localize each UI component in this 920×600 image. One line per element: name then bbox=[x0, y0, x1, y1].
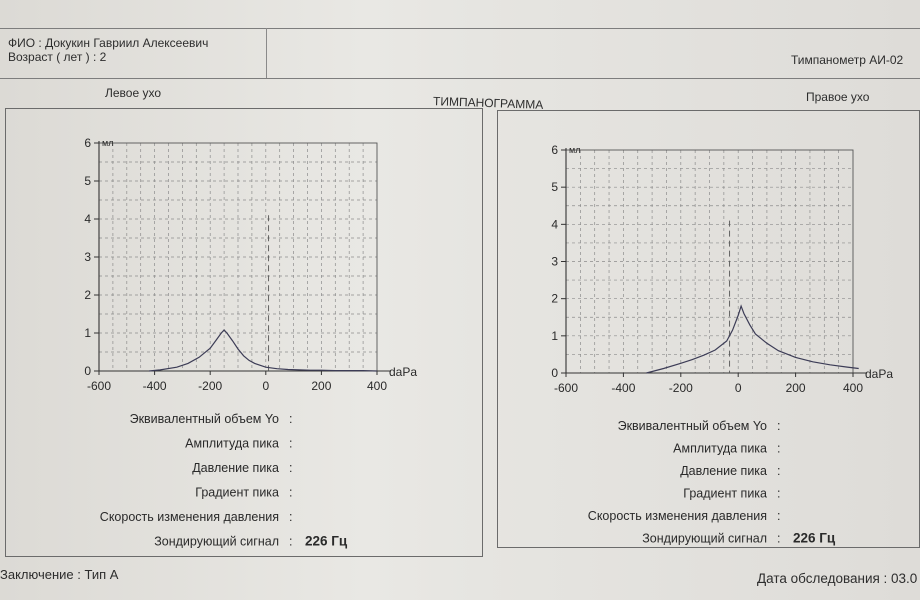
left-series-line bbox=[148, 329, 378, 372]
right-y-tick-label: 6 bbox=[551, 143, 558, 157]
right-y-tick-label: 5 bbox=[551, 180, 558, 194]
right-param-label: Зондирующий сигнал bbox=[642, 532, 767, 546]
right-param-label: Скорость изменения давления bbox=[588, 509, 767, 523]
left-param-label: Скорость изменения давления bbox=[100, 510, 279, 524]
right-x-tick-label: 200 bbox=[786, 381, 806, 395]
right-param-colon: : bbox=[777, 532, 780, 546]
right-ear-panel: 0 1 2 3 4 5 6 -600 -400 -200 0 200 400 мл daPa Эквивал… bbox=[497, 110, 920, 548]
right-y-axis-title: мл bbox=[569, 145, 580, 155]
left-param-colon: : bbox=[289, 461, 292, 475]
right-ear-label: Правое ухо bbox=[806, 90, 870, 104]
right-x-tick-label: 400 bbox=[843, 381, 863, 395]
right-x-axis-title: daPa bbox=[865, 367, 893, 381]
left-param-label: Амплитуда пика bbox=[185, 437, 279, 451]
right-x-tick-label: -600 bbox=[554, 381, 578, 395]
right-param-label: Давление пика bbox=[680, 464, 767, 478]
right-param-colon: : bbox=[777, 464, 780, 478]
left-x-tick-label: -600 bbox=[87, 379, 111, 393]
right-param-colon: : bbox=[777, 509, 780, 523]
left-y-tick-label: 6 bbox=[84, 136, 91, 150]
right-y-tick-label: 2 bbox=[551, 292, 558, 306]
left-x-tick-label: 0 bbox=[262, 379, 269, 393]
left-y-tick-label: 3 bbox=[84, 250, 91, 264]
right-x-tick-label: 0 bbox=[735, 381, 742, 395]
patient-name: ФИО : Докукин Гавриил Алексеевич bbox=[8, 36, 209, 50]
left-param-label: Давление пика bbox=[192, 461, 279, 475]
left-ear-label: Левое ухо bbox=[105, 86, 162, 100]
right-x-tick-label: -400 bbox=[611, 381, 635, 395]
left-y-tick-label: 4 bbox=[84, 212, 91, 226]
left-y-tick-label: 5 bbox=[84, 174, 91, 188]
left-y-axis-title: мл bbox=[102, 138, 113, 148]
left-x-axis-title: daPa bbox=[389, 365, 417, 379]
left-y-tick-label: 0 bbox=[84, 364, 91, 378]
right-ear-chart-svg: 0 1 2 3 4 5 6 -600 -400 -200 0 200 400 мл daPa Эквивал… bbox=[551, 143, 893, 546]
left-y-tick-label: 1 bbox=[84, 326, 91, 340]
right-param-label: Градиент пика bbox=[683, 487, 767, 501]
right-param-colon: : bbox=[777, 487, 780, 501]
left-param-colon: : bbox=[289, 510, 292, 524]
left-param-label: Градиент пика bbox=[195, 486, 279, 500]
left-y-tick-label: 2 bbox=[84, 288, 91, 302]
right-param-colon: : bbox=[777, 419, 780, 433]
left-param-label: Зондирующий сигнал bbox=[154, 535, 279, 549]
report-header: ФИО : Докукин Гавриил Алексеевич Возраст… bbox=[0, 28, 920, 80]
right-x-tick-label: -200 bbox=[669, 381, 693, 395]
left-param-colon: : bbox=[289, 412, 292, 426]
left-param-value: 226 Гц bbox=[305, 534, 348, 549]
right-param-label: Амплитуда пика bbox=[673, 442, 767, 456]
conclusion: Заключение : Тип А bbox=[0, 567, 119, 582]
right-param-label: Эквивалентный объем Yo bbox=[618, 419, 767, 433]
device-name: Тимпанометр АИ-02 bbox=[791, 53, 904, 67]
right-series-line bbox=[646, 304, 859, 374]
right-param-colon: : bbox=[777, 442, 780, 456]
left-ear-panel: 0 1 2 3 4 5 6 -600 -400 -200 0 200 400 мл daPa Эквивал… bbox=[5, 108, 483, 557]
left-x-tick-label: 200 bbox=[311, 379, 331, 393]
patient-age: Возраст ( лет ) : 2 bbox=[8, 50, 107, 64]
right-param-value: 226 Гц bbox=[793, 531, 836, 546]
left-x-tick-label: -400 bbox=[143, 379, 167, 393]
right-y-tick-label: 0 bbox=[551, 366, 558, 380]
right-y-tick-label: 4 bbox=[551, 217, 558, 231]
left-x-tick-label: 400 bbox=[367, 379, 387, 393]
left-ear-chart-svg: 0 1 2 3 4 5 6 -600 -400 -200 0 200 400 мл daPa Эквивал… bbox=[84, 136, 417, 549]
right-y-tick-label: 1 bbox=[551, 329, 558, 343]
exam-date: Дата обследования : 03.0 bbox=[757, 571, 918, 586]
left-param-colon: : bbox=[289, 486, 292, 500]
header-bottom-rule bbox=[0, 78, 920, 79]
left-param-label: Эквивалентный объем Yo bbox=[130, 412, 279, 426]
header-top-rule bbox=[0, 28, 920, 29]
left-param-colon: : bbox=[289, 535, 292, 549]
header-divider bbox=[266, 28, 267, 79]
left-x-tick-label: -200 bbox=[198, 379, 222, 393]
left-param-colon: : bbox=[289, 437, 292, 451]
right-y-tick-label: 3 bbox=[551, 255, 558, 269]
